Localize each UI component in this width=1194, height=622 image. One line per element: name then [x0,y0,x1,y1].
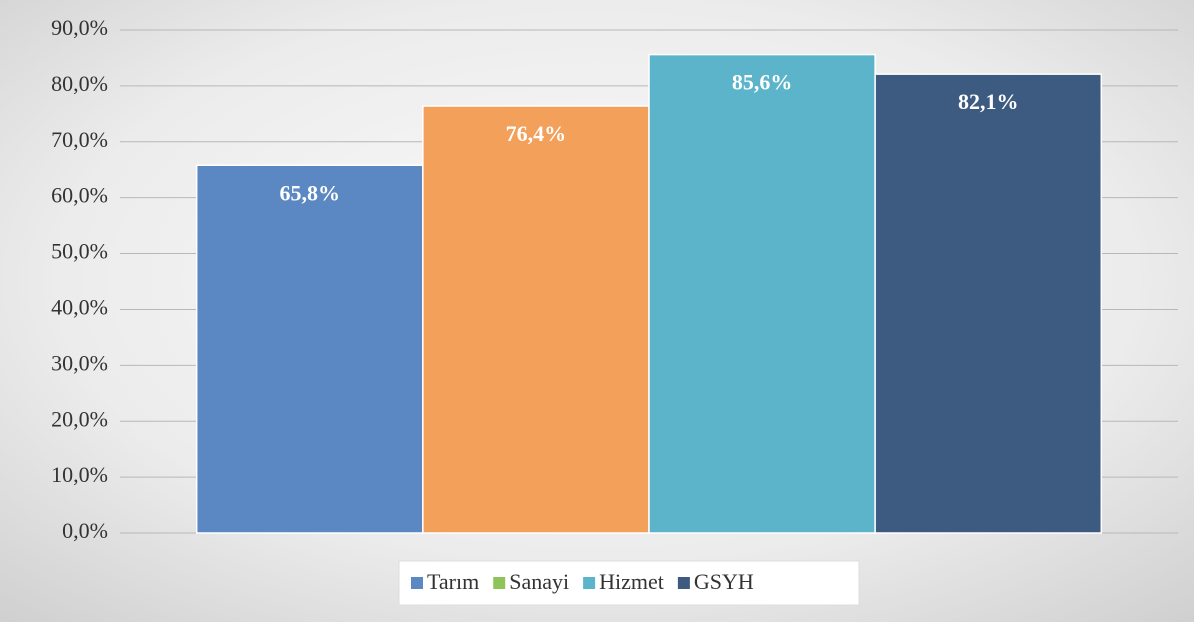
legend-label: GSYH [694,569,754,594]
y-tick-label: 10,0% [51,462,108,487]
y-tick-label: 20,0% [51,406,108,431]
data-label: 85,6% [732,70,793,95]
legend-label: Sanayi [509,569,569,594]
legend-label: Hizmet [599,569,664,594]
bar [874,73,1103,534]
y-tick-label: 80,0% [51,71,108,96]
y-tick-label: 50,0% [51,239,108,264]
y-tick-label: 0,0% [62,518,108,543]
legend-swatch [677,577,690,589]
data-label: 65,8% [280,180,341,205]
legend-swatch [411,577,423,589]
y-tick-label: 70,0% [51,127,108,152]
legend-swatch [583,577,596,589]
y-tick-label: 30,0% [51,350,108,375]
y-tick-label: 40,0% [51,294,108,319]
bar [422,105,650,534]
data-label: 82,1% [958,89,1019,114]
bar [195,164,424,534]
data-label: 76,4% [506,121,567,146]
legend-box [398,560,860,606]
y-tick-label: 90,0% [51,15,108,40]
legend-swatch [493,577,506,589]
y-tick-label: 60,0% [51,183,108,208]
legend-label: Tarım [427,569,479,594]
bar [648,53,876,534]
